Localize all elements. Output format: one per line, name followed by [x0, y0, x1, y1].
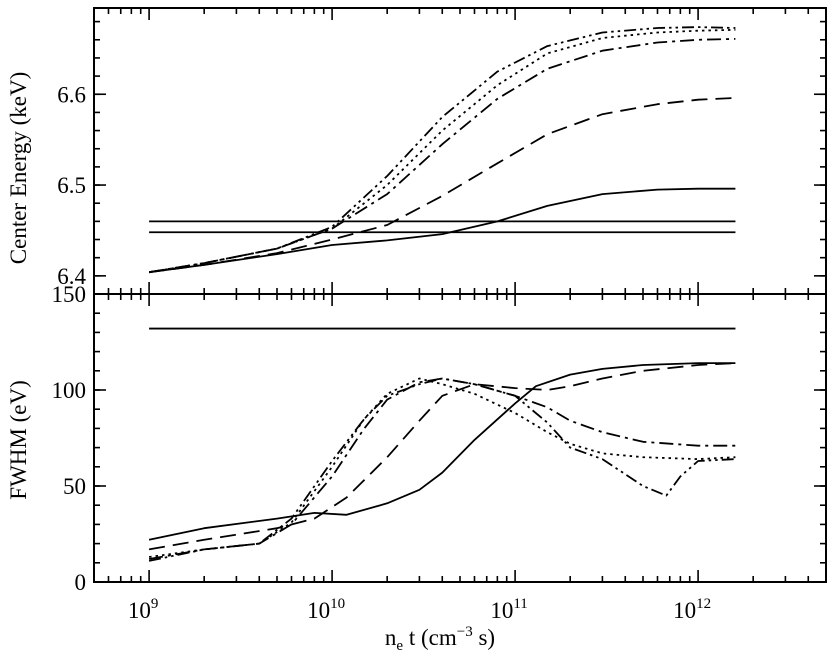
- x-tick-label: 1012: [673, 596, 711, 623]
- x-tick-base: 10: [490, 598, 513, 623]
- y-tick-label: 0: [75, 570, 87, 595]
- y-tick-label: 6.5: [57, 173, 86, 198]
- x-tick-label: 1010: [307, 596, 345, 623]
- xlabel-sup: −3: [457, 624, 473, 640]
- series-dashed-line: [148, 97, 736, 274]
- top-ylabel: Center Energy (keV): [6, 72, 31, 264]
- xlabel-end: s): [473, 625, 495, 650]
- series-dash-dot-line: [148, 38, 736, 274]
- series-solid-line: [148, 187, 736, 274]
- xlabel-rest: t (cm: [403, 625, 457, 650]
- y-tick-label: 6.6: [57, 82, 86, 107]
- x-tick-label: 109: [128, 596, 159, 623]
- x-tick-exp: 10: [330, 596, 345, 612]
- series-dotted-line: [148, 28, 736, 274]
- series-solid-line: [148, 362, 736, 541]
- y-tick-label: 50: [63, 474, 86, 499]
- labels: Center Energy (keV) FWHM (eV) ne t (cm−3…: [6, 72, 495, 654]
- series-dash-dot-dot-line: [148, 377, 736, 562]
- x-tick-base: 10: [673, 598, 696, 623]
- top-panel: 6.4 6.5 6.6: [57, 7, 827, 295]
- series-dotted-line: [148, 377, 736, 558]
- x-tick-exp: 12: [696, 596, 711, 612]
- plot-frame: [93, 7, 827, 295]
- bottom-ylabel: FWHM (eV): [6, 380, 31, 499]
- series-dash-dot-line: [148, 377, 736, 560]
- xlabel: ne t (cm−3 s): [385, 624, 495, 654]
- plot-frame: [93, 293, 827, 583]
- x-tick-exp: 11: [513, 596, 527, 612]
- y-tick-label: 6.4: [57, 264, 86, 289]
- series-dash-dot-dot-line: [148, 26, 736, 274]
- x-tick-base: 10: [307, 598, 330, 623]
- x-tick-label: 1011: [490, 596, 527, 623]
- y-tick-label: 100: [52, 378, 87, 403]
- x-tick-base: 10: [128, 598, 151, 623]
- xlabel-sub: e: [396, 638, 403, 654]
- series-dashed-line: [148, 362, 736, 551]
- xlabel-main: n: [385, 625, 397, 650]
- x-tick-exp: 9: [151, 596, 159, 612]
- y-tick-label: 150: [52, 282, 87, 307]
